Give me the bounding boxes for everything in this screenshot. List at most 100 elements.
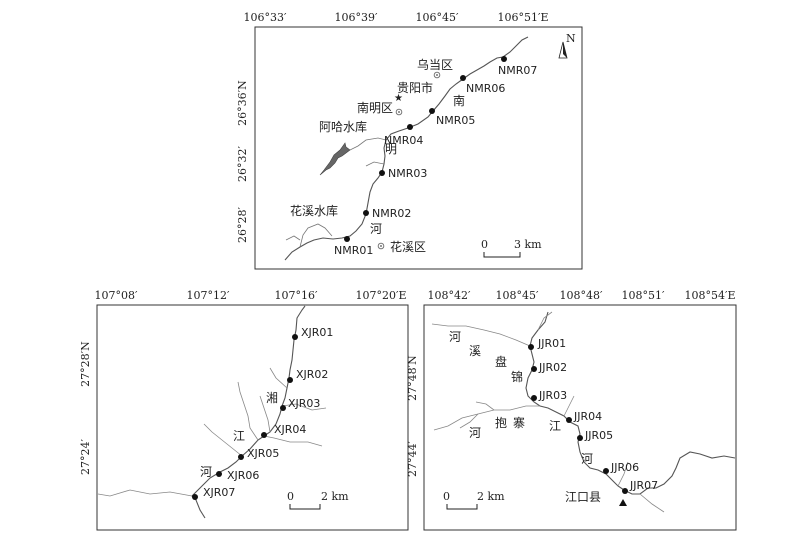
- tributary: [281, 403, 327, 411]
- site-label: NMR03: [388, 167, 427, 180]
- svg-text:0: 0: [287, 490, 294, 503]
- site-point: [566, 417, 572, 423]
- panxi-char: 盘: [495, 354, 507, 369]
- north-arrow-icon: N: [558, 32, 576, 59]
- site-label: NMR05: [436, 114, 475, 127]
- panxi-char: 溪: [469, 344, 481, 358]
- site-point: [528, 344, 534, 350]
- svg-text:2 km: 2 km: [477, 490, 505, 503]
- site-point: [292, 334, 298, 340]
- lon-tick: 107°16′: [275, 289, 318, 302]
- site-label: XJR02: [296, 368, 328, 381]
- lon-tick: 107°08′: [95, 289, 138, 302]
- site-point: [192, 494, 198, 500]
- place-aha-reservoir: 阿哈水库: [319, 119, 367, 134]
- svg-text:0: 0: [443, 490, 450, 503]
- map-frame-top: [254, 26, 583, 270]
- scale-bar: 0 3 km: [481, 238, 542, 258]
- map-frame-bottom-right: [423, 304, 737, 531]
- tributary: [365, 161, 385, 167]
- site-label: XJR04: [274, 423, 306, 436]
- tributary: [537, 311, 553, 331]
- tributary: [349, 137, 387, 151]
- panxi-char: 河: [449, 330, 461, 344]
- site-label: JJR04: [573, 410, 602, 423]
- river-char: 江: [549, 419, 561, 433]
- tributary: [263, 435, 323, 447]
- lon-tick: 108°48′: [560, 289, 603, 302]
- scale-bar: 0 2 km: [287, 490, 349, 510]
- site-point: [379, 170, 385, 176]
- river-char: 河: [200, 465, 212, 479]
- site-point: [280, 405, 286, 411]
- lat-tick: 27°48′N: [406, 355, 419, 401]
- district-marker-icon: [395, 108, 403, 116]
- site-point: [238, 454, 244, 460]
- site-label: NMR02: [372, 207, 411, 220]
- baozhai-tributary: [433, 405, 540, 431]
- lat-tick: 26°36′N: [236, 80, 249, 126]
- county-triangle-icon: [619, 499, 627, 506]
- site-label: JJR05: [584, 429, 613, 442]
- site-label: JJR03: [538, 389, 567, 402]
- lon-tick: 108°51′: [622, 289, 665, 302]
- site-point: [344, 236, 350, 242]
- map-panel-xiangjiang: 107°08′ 107°12′ 107°16′ 107°20′E 27°28′N…: [79, 289, 409, 531]
- lat-tick: 27°24′: [79, 439, 92, 475]
- lon-tick: 106°45′: [416, 11, 459, 24]
- north-label: N: [566, 32, 576, 45]
- river-char: 河: [581, 452, 593, 466]
- tributary: [299, 223, 333, 248]
- site-label: JJR07: [629, 479, 658, 492]
- tributary: [97, 489, 193, 497]
- site-markers: NMR07 NMR06 NMR05 NMR04 NMR03 NMR02 NMR0…: [334, 56, 537, 257]
- lat-tick: 27°28′N: [79, 341, 92, 387]
- tributary: [203, 423, 243, 457]
- site-label: JJR01: [537, 337, 566, 350]
- tributary: [639, 493, 665, 513]
- map-panel-nanming: 106°33′ 106°39′ 106°45′ 106°51′E 26°36′N…: [236, 11, 583, 270]
- site-label: NMR04: [384, 134, 423, 147]
- city-star-icon: ★: [394, 93, 403, 104]
- nanming-river: [284, 36, 529, 261]
- river-char: 锦: [511, 370, 523, 384]
- svg-text:0: 0: [481, 238, 488, 251]
- baozhai-char: 寨: [513, 415, 525, 430]
- site-point: [603, 468, 609, 474]
- place-guiyang: 贵阳市: [397, 80, 433, 95]
- site-point: [531, 366, 537, 372]
- lon-tick: 108°54′E: [684, 289, 735, 302]
- site-point: [577, 435, 583, 441]
- river-char: 明: [385, 142, 397, 156]
- site-point: [407, 124, 413, 130]
- river-char: 江: [233, 429, 245, 443]
- lon-tick: 107°12′: [187, 289, 230, 302]
- site-label: NMR06: [466, 82, 505, 95]
- site-point: [261, 432, 267, 438]
- lon-tick: 106°39′: [335, 11, 378, 24]
- site-point: [531, 395, 537, 401]
- site-point: [501, 56, 507, 62]
- place-jiangkou: 江口县: [565, 490, 601, 504]
- tributary: [563, 395, 575, 417]
- river-char: 南: [453, 93, 465, 108]
- site-label: XJR01: [301, 326, 333, 339]
- lon-tick: 108°42′: [428, 289, 471, 302]
- map-frame-bottom-left: [96, 304, 409, 531]
- site-label: XJR06: [227, 469, 259, 482]
- scale-bar: 0 2 km: [443, 490, 505, 510]
- tributary: [259, 395, 271, 433]
- panxi-tributary: [431, 323, 531, 347]
- site-point: [429, 108, 435, 114]
- lon-tick: 106°33′: [244, 11, 287, 24]
- lon-tick: 108°45′: [496, 289, 539, 302]
- district-marker-icon: [377, 242, 385, 250]
- tributary: [269, 367, 288, 389]
- lat-tick: 27°44′: [406, 441, 419, 477]
- site-point: [216, 471, 222, 477]
- river-char: 河: [370, 222, 382, 236]
- svg-text:3 km: 3 km: [514, 238, 542, 251]
- tributary: [475, 401, 495, 411]
- site-label: JJR02: [538, 361, 567, 374]
- place-huaxi: 花溪区: [390, 239, 426, 254]
